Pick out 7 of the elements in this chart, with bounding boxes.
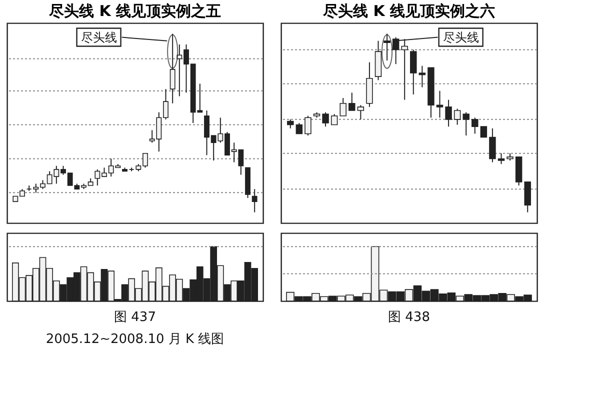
text: 2005.12~2008.10 月 K 线图 <box>46 332 224 347</box>
annotation: 尽头线 <box>80 30 117 44</box>
chart-title: 尽头线 K 线见顶实例之五 <box>48 2 222 20</box>
annotation: 尽头线 <box>442 30 479 44</box>
caption: 图 437 <box>114 310 156 325</box>
caption: 图 438 <box>388 310 430 325</box>
chart-title: 尽头线 K 线见顶实例之六 <box>322 2 496 20</box>
